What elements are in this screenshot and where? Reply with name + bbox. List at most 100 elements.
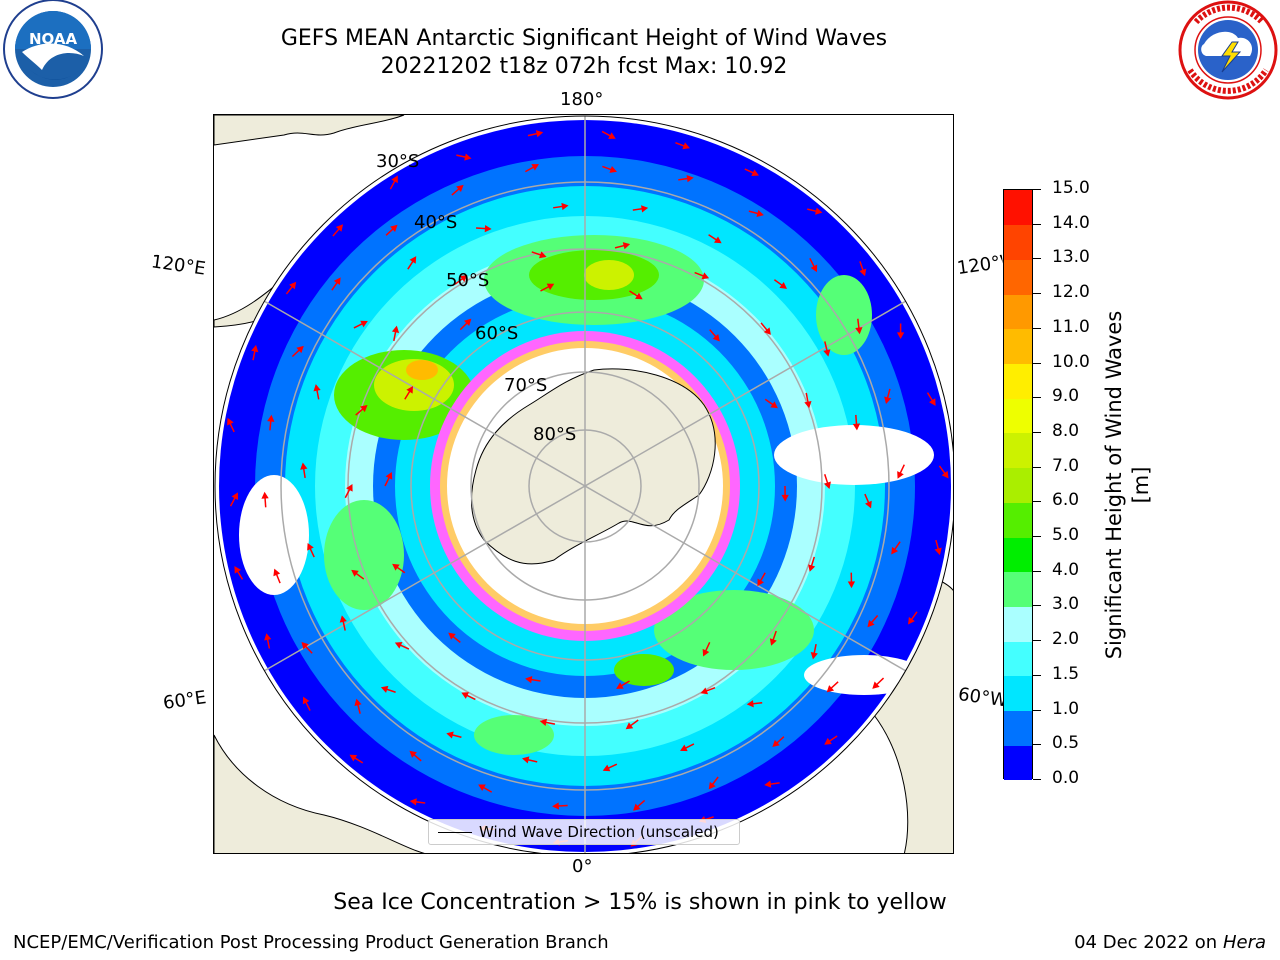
colorbar-title: Significant Height of Wind Waves [m] [1102,310,1153,660]
wave-direction-arrowhead [313,384,321,392]
wave-direction-arrowhead [406,386,414,394]
wave-direction-arrowhead [354,698,362,706]
wave-direction-arrowhead [339,615,347,623]
colorbar-tick [1033,605,1041,607]
wave-direction-arrowhead [769,638,777,646]
wave-direction-arrowhead [409,256,417,264]
wave-direction-arrowhead [231,492,238,501]
wave-direction-arrowhead [815,207,823,215]
colorbar-tick-label: 12.0 [1052,282,1090,303]
wave-direction-arrowhead [391,175,398,184]
wave-direction-arrowhead [459,274,468,282]
wave-direction-arrowhead [764,780,772,788]
graticule [215,116,953,853]
colorbar-tick-label: 7.0 [1052,455,1080,476]
wave-direction-arrowhead [712,333,720,342]
colorbar-segment [1004,641,1032,677]
wave-direction-arrowhead [392,563,400,571]
wave-direction-arrowhead [531,164,539,171]
wave-direction-arrowhead [478,784,486,791]
lon-label-0: 0° [572,856,593,877]
wave-direction-arrowhead [680,744,688,752]
lon-label-120e: 120°E [149,251,207,280]
wave-direction-arrowhead [539,718,547,726]
wave-direction-arrowhead [264,633,272,641]
lat-label-40s: 40°S [414,212,458,233]
colorbar-segment [1004,432,1032,469]
wave-direction-arrowhead [301,641,309,650]
footer-date-text: 04 Dec 2022 on [1074,932,1218,953]
wave-direction-arrowhead [335,224,344,232]
wave-direction-arrowhead [609,166,617,173]
wave-direction-arrowhead [394,642,403,649]
wave-direction-arrowhead [896,332,905,340]
wave-direction-arrowhead [525,675,533,684]
colorbar-tick [1033,466,1041,468]
colorbar-tick-label: 15.0 [1052,178,1090,198]
colorbar-tick [1033,536,1041,538]
wave-direction-arrowhead [714,236,722,244]
wave-direction-arrowhead [847,581,856,589]
wave-direction-arrowhead [763,327,771,335]
wave-direction-arrowhead [934,547,942,556]
wave-direction-arrowhead [756,209,764,217]
lat-label-50s: 50°S [446,270,490,291]
colorbar-tick-label: 3.0 [1052,594,1080,615]
wave-direction-arrowhead [360,404,368,413]
colorbar-tick-label: 1.5 [1052,663,1080,684]
colorbar-tick [1033,293,1041,295]
legend-label: Wind Wave Direction (unscaled) [479,823,719,841]
colorbar-tick-label: 11.0 [1052,316,1090,337]
wave-direction-arrowhead [608,132,616,139]
wave-direction-arrowhead [522,756,530,764]
colorbar-tick-label: 6.0 [1052,490,1080,511]
colorbar-segment [1004,745,1032,781]
colorbar-segment [1004,190,1032,226]
colorbar-tick [1033,258,1041,260]
wave-direction-arrowhead [708,781,716,790]
wave-direction-arrowhead [823,349,831,357]
colorbar-segment [1004,675,1032,712]
lon-label-60e: 60°E [161,687,208,714]
wave-direction-arrowhead [234,566,242,574]
colorbar-segment [1004,224,1032,260]
wave-direction-arrowhead [261,491,269,499]
lon-label-120w: 120°W [955,251,1005,280]
nws-logo [1178,0,1278,100]
colorbar [1003,189,1033,781]
wave-direction-arrowhead [385,472,393,480]
colorbar-tick-label: 13.0 [1052,247,1090,268]
wave-direction-arrowhead [539,251,547,259]
wave-direction-arrowhead [781,494,789,502]
wave-direction-arrowhead [852,423,861,431]
wave-direction-arrowhead [810,264,818,273]
wave-direction-arrowhead [633,803,641,811]
wave-direction-arrowhead [307,542,314,551]
wave-direction-arrowhead [616,682,624,689]
wave-direction-arrowhead [772,739,780,748]
wave-direction-arrowhead [409,798,417,806]
wave-direction-arrowhead [908,616,915,625]
svg-text:NOAA: NOAA [29,30,78,48]
lat-label-70s: 70°S [504,375,548,396]
wave-direction-arrowhead [360,320,368,328]
footer-credit: NCEP/EMC/Verification Post Processing Pr… [13,932,609,953]
wave-direction-arrowhead [289,281,297,290]
antarctica [471,368,716,565]
colorbar-tick [1033,501,1041,503]
wave-direction-arrowhead [302,696,310,705]
wave-direction-arrowhead [872,681,880,689]
colorbar-tick [1033,779,1041,780]
wave-direction-arrowhead [300,462,308,470]
sea-ice-note: Sea Ice Concentration > 15% is shown in … [333,890,947,915]
colorbar-tick-label: 8.0 [1052,420,1080,441]
wave-direction-arrowhead [464,318,472,327]
map-title: GEFS MEAN Antarctic Significant Height o… [280,26,888,51]
colorbar-tick [1033,674,1041,676]
wave-direction-arrowhead [349,754,358,762]
wave-direction-arrowhead [757,578,764,587]
colorbar-tick [1033,189,1041,190]
colorbar-tick-label: 9.0 [1052,386,1080,407]
wave-direction-arrowhead [702,648,710,657]
wave-direction-arrowhead [546,283,555,291]
